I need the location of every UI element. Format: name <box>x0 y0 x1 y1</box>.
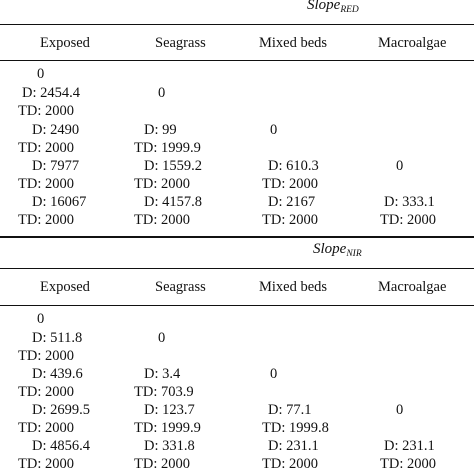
table-cell: D: 2699.5 <box>32 402 90 418</box>
section-title-nir-main: Slope <box>313 241 347 257</box>
section-title-nir: SlopeNIR <box>313 241 362 262</box>
section-title-red: SlopeRED <box>307 0 359 18</box>
table-cell: TD: 2000 <box>380 456 436 472</box>
table-cell: TD: 703.9 <box>134 384 194 400</box>
table-cell: TD: 2000 <box>18 176 74 192</box>
table-cell: TD: 1999.9 <box>134 140 201 156</box>
table-cell: TD: 2000 <box>18 103 74 119</box>
table-cell: D: 610.3 <box>268 158 319 174</box>
table-cell: 0 <box>158 330 166 346</box>
header-seagrass: Seagrass <box>155 35 206 51</box>
section-divider <box>0 236 474 238</box>
table-cell: 0 <box>396 158 404 174</box>
table-cell: D: 331.8 <box>144 438 195 454</box>
table-cell: TD: 2000 <box>18 348 74 364</box>
table-cell: D: 2454.4 <box>22 85 80 101</box>
rule-under-title-red <box>0 24 474 25</box>
table-cell: D: 1559.2 <box>144 158 202 174</box>
table-cell: TD: 2000 <box>18 140 74 156</box>
table-cell: D: 123.7 <box>144 402 195 418</box>
header-macroalgae: Macroalgae <box>378 35 447 51</box>
table-cell: D: 333.1 <box>384 194 435 210</box>
rule-under-header-nir <box>0 305 474 306</box>
table-cell: TD: 1999.9 <box>134 420 201 436</box>
section-title-red-main: Slope <box>307 0 341 13</box>
header-macroalgae: Macroalgae <box>378 279 447 295</box>
table-cell: D: 4157.8 <box>144 194 202 210</box>
table-cell: TD: 2000 <box>134 176 190 192</box>
table-cell: TD: 1999.8 <box>262 420 329 436</box>
table-cell: 0 <box>37 311 45 327</box>
table-cell: TD: 2000 <box>380 212 436 228</box>
table-cell: TD: 2000 <box>262 176 318 192</box>
table-cell: 0 <box>396 402 404 418</box>
table-cell: D: 16067 <box>32 194 87 210</box>
header-mixed-beds: Mixed beds <box>259 35 328 51</box>
table-cell: 0 <box>158 85 166 101</box>
table-cell: D: 511.8 <box>32 330 83 346</box>
table-cell: 0 <box>270 122 278 138</box>
header-seagrass: Seagrass <box>155 279 206 295</box>
section-title-red-sub: RED <box>340 5 359 15</box>
table-cell: TD: 2000 <box>18 456 74 472</box>
section-title-nir-sub: NIR <box>346 249 362 259</box>
header-exposed: Exposed <box>40 279 90 295</box>
table-cell: 0 <box>270 366 278 382</box>
table-cell: 0 <box>37 66 45 82</box>
rule-under-header-red <box>0 60 474 61</box>
table-cell: TD: 2000 <box>18 420 74 436</box>
table-cell: TD: 2000 <box>134 212 190 228</box>
table-cell: D: 4856.4 <box>32 438 90 454</box>
table-cell: D: 3.4 <box>144 366 181 382</box>
table-cell: TD: 2000 <box>262 456 318 472</box>
table-cell: D: 2167 <box>268 194 316 210</box>
table-cell: TD: 2000 <box>262 212 318 228</box>
table-cell: D: 2490 <box>32 122 80 138</box>
table-cell: D: 99 <box>144 122 177 138</box>
table-cell: D: 439.6 <box>32 366 83 382</box>
table-cell: D: 231.1 <box>268 438 319 454</box>
header-mixed-beds: Mixed beds <box>259 279 328 295</box>
rule-under-title-nir <box>0 268 474 269</box>
table-cell: D: 77.1 <box>268 402 312 418</box>
table-cell: TD: 2000 <box>18 384 74 400</box>
table-cell: TD: 2000 <box>134 456 190 472</box>
table-cell: D: 231.1 <box>384 438 435 454</box>
table-cell: D: 7977 <box>32 158 80 174</box>
table-cell: TD: 2000 <box>18 212 74 228</box>
header-exposed: Exposed <box>40 35 90 51</box>
